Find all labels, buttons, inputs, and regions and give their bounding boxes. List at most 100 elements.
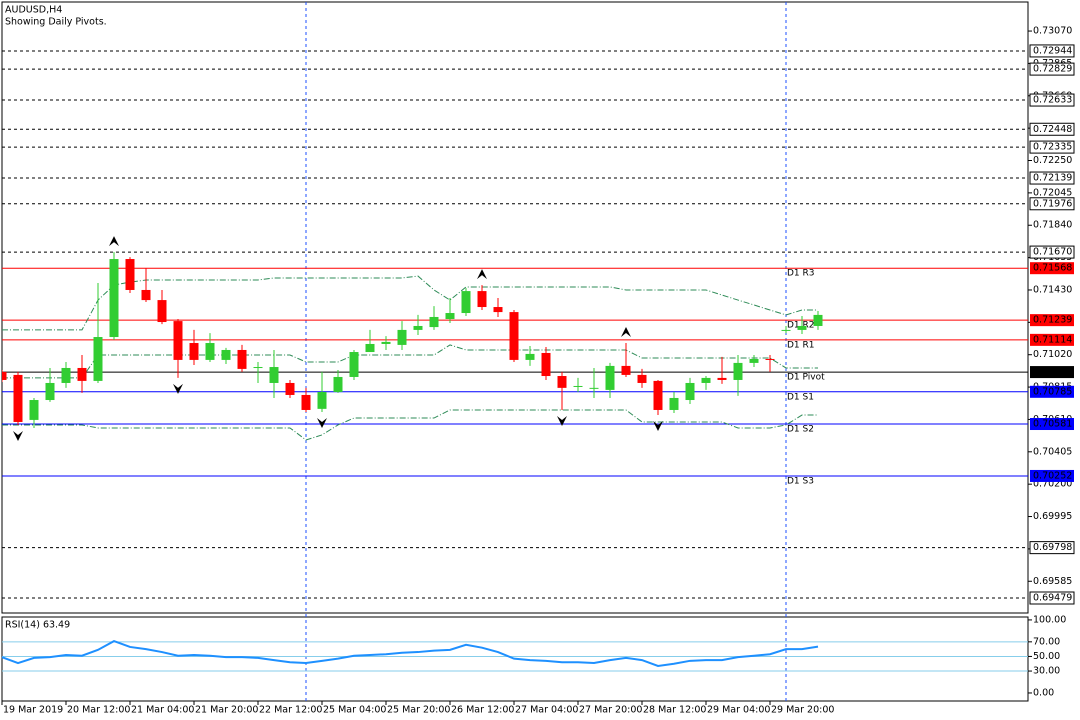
- candle-body: [701, 377, 711, 383]
- pivot-name: D1 S1: [787, 392, 814, 402]
- level-label: 0.71670: [1033, 247, 1072, 258]
- candle-body: [157, 300, 167, 323]
- chart-subtitle: Showing Daily Pivots.: [5, 17, 107, 28]
- candle-body: [621, 365, 631, 375]
- candle-body: [189, 343, 199, 360]
- candle-body: [461, 291, 471, 314]
- pivot-label: 0.71114: [1033, 334, 1072, 345]
- candle-body: [525, 353, 535, 360]
- pivot-name: D1 S3: [787, 476, 814, 486]
- candle-body: [733, 362, 743, 380]
- candle-body: [2, 371, 7, 380]
- pivot-label-box: [1030, 385, 1074, 398]
- level-label: 0.69798: [1033, 542, 1072, 553]
- y-tick-label: 70.00: [1033, 636, 1060, 647]
- y-tick-label: 50.00: [1033, 651, 1060, 662]
- pivot-name: D1 Pivot: [787, 373, 825, 383]
- rsi-title: RSI(14) 63.49: [5, 620, 70, 631]
- y-tick-label: 0.00: [1033, 687, 1054, 698]
- candle-body: [477, 291, 487, 308]
- x-tick-label: 27 Mar 20:00: [579, 705, 642, 716]
- level-label: 0.72335: [1033, 142, 1072, 153]
- candle-body: [45, 382, 55, 401]
- candle-body: [397, 329, 407, 345]
- candle-body: [285, 382, 295, 395]
- band-line: [2, 275, 818, 331]
- candle-body: [173, 321, 183, 360]
- pivot-label: 0.70581: [1033, 419, 1072, 430]
- pivot-label-box: [1030, 262, 1074, 275]
- x-tick-label: 25 Mar 20:00: [387, 705, 450, 716]
- level-label: 0.72944: [1033, 45, 1072, 56]
- y-tick-label: 0.71020: [1033, 349, 1072, 360]
- candle-body: [237, 349, 247, 369]
- pivot-name: D1 R1: [787, 340, 815, 350]
- x-tick-label: 22 Mar 12:00: [259, 705, 322, 716]
- candle-body: [589, 387, 599, 389]
- pivot-label: 0.70910: [1033, 367, 1072, 378]
- level-label: 0.72448: [1033, 124, 1072, 135]
- y-tick-label: 100.00: [1033, 614, 1066, 625]
- pivot-label: 0.71239: [1033, 315, 1072, 326]
- candle-body: [125, 259, 135, 290]
- candle-body: [13, 374, 23, 422]
- pivot-label: 0.71568: [1033, 263, 1072, 274]
- level-label-box: [1029, 591, 1075, 605]
- fractal-down: [557, 415, 567, 426]
- pivot-label: 0.70785: [1033, 386, 1072, 397]
- candle-body: [605, 365, 615, 390]
- fractal-down: [317, 418, 327, 429]
- y-tick-label: 0.70405: [1033, 446, 1072, 457]
- x-tick-label: 21 Mar 20:00: [195, 705, 258, 716]
- candle-body: [253, 367, 263, 369]
- candle-body: [205, 343, 215, 360]
- fractal-up: [477, 269, 487, 280]
- level-label-box: [1029, 122, 1075, 136]
- candle-body: [813, 314, 823, 326]
- candle-body: [717, 377, 727, 380]
- main-panel-frame: [1, 1, 1029, 614]
- candle-body: [669, 397, 679, 410]
- candle-body: [317, 391, 327, 409]
- candle-body: [653, 380, 663, 410]
- candle-body: [269, 367, 279, 383]
- pivot-name: D1 R2: [787, 321, 815, 331]
- candle-body: [413, 325, 423, 330]
- level-label-box: [1029, 171, 1075, 185]
- x-tick-label: 19 Mar 2019: [3, 705, 63, 716]
- fractal-down: [13, 430, 23, 441]
- candle-body: [541, 352, 551, 377]
- fractal-up: [621, 327, 631, 338]
- level-label: 0.71976: [1033, 198, 1072, 209]
- level-label-box: [1029, 541, 1075, 555]
- level-label-box: [1029, 140, 1075, 154]
- y-tick-label: 0.71840: [1033, 220, 1072, 231]
- candle-body: [93, 337, 103, 381]
- candle-body: [29, 400, 39, 420]
- level-label: 0.72829: [1033, 64, 1072, 75]
- candle-body: [637, 374, 647, 383]
- y-tick-label: 0.69995: [1033, 511, 1072, 522]
- x-tick-label: 27 Mar 04:00: [515, 705, 578, 716]
- pivot-label-box: [1030, 469, 1074, 482]
- pivot-label-box: [1030, 418, 1074, 431]
- candle-body: [749, 358, 759, 363]
- candle-body: [349, 352, 359, 377]
- x-tick-label: 25 Mar 04:00: [323, 705, 386, 716]
- level-label-box: [1029, 245, 1075, 259]
- candle-body: [493, 307, 503, 313]
- rsi-line: [1, 640, 819, 667]
- candle-body: [141, 289, 151, 301]
- y-tick-label: 0.72250: [1033, 155, 1072, 166]
- band-line: [2, 344, 818, 379]
- candle-body: [685, 382, 695, 401]
- pivot-label-box: [1030, 366, 1074, 379]
- x-tick-label: 29 Mar 20:00: [771, 705, 834, 716]
- candle-body: [557, 376, 567, 388]
- candle-body: [429, 316, 439, 328]
- candle-body: [61, 367, 71, 383]
- candle-body: [333, 376, 343, 392]
- candle-body: [509, 312, 519, 360]
